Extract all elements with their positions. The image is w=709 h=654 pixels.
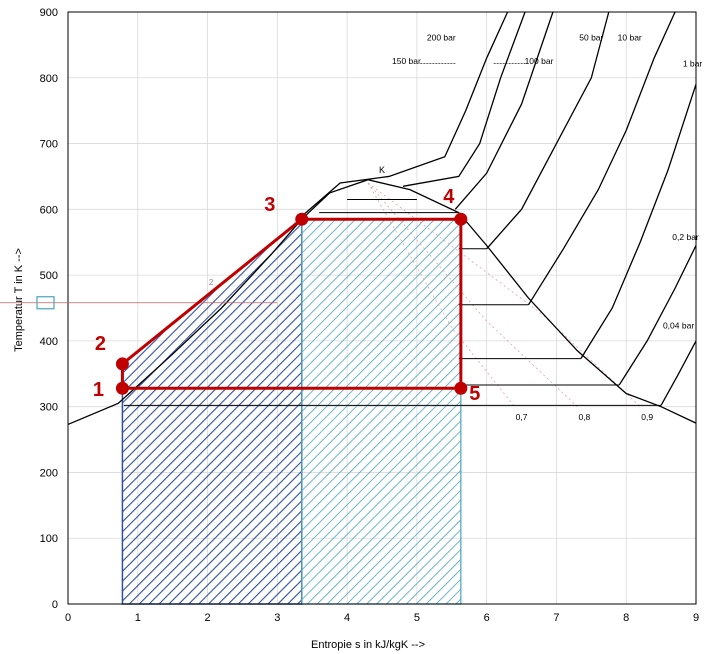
quality-label: 0,8 <box>578 412 590 422</box>
cycle: 1 2 3 4 5 <box>93 186 481 405</box>
y-tick-label: 200 <box>40 467 58 479</box>
annotations: 200 bar 150 bar 100 bar 50 bar 10 bar 1 bar 0,… <box>0 32 702 422</box>
y-tick-label: 600 <box>40 204 58 216</box>
y-tick-label: 500 <box>40 270 58 282</box>
isobar-label: 1 bar <box>683 59 703 69</box>
quality-label: 0,7 <box>516 412 528 422</box>
curves <box>67 11 697 426</box>
x-tick-label: 9 <box>693 612 699 624</box>
critical-point-label: K <box>379 165 385 175</box>
y-tick-label: 0 <box>52 599 58 611</box>
hatch-region-evaporation <box>301 218 462 605</box>
x-tick-label: 6 <box>484 612 490 624</box>
y-tick-label: 900 <box>40 7 58 19</box>
y-tick-label: 800 <box>40 73 58 85</box>
isobar-line <box>486 11 610 250</box>
isobar-line <box>454 11 554 210</box>
isobar-label: 200 bar <box>427 32 456 42</box>
x-tick-label: 8 <box>623 612 629 624</box>
isobar-label: 0,04 bar <box>663 320 694 330</box>
hatch-region-liquid <box>121 217 303 605</box>
y-tick-label: 400 <box>40 336 58 348</box>
isobar-label: 50 bar <box>579 32 603 42</box>
isobar-line <box>580 84 697 359</box>
cycle-point-label: 3 <box>264 194 275 216</box>
reference-box <box>36 296 55 310</box>
y-axis-label: Temperatur T in K --> <box>13 248 25 352</box>
cycle-point <box>454 212 468 226</box>
cycle-point-label: 1 <box>93 379 104 401</box>
quality-label: 0,9 <box>641 412 653 422</box>
x-tick-label: 5 <box>414 612 420 624</box>
faint-label: 2 <box>209 278 214 287</box>
isobar-label: 10 bar <box>618 32 642 42</box>
hatch-areas <box>121 217 462 605</box>
cycle-point <box>115 381 129 395</box>
y-tick-label: 300 <box>40 402 58 414</box>
y-tick-label: 700 <box>40 139 58 151</box>
x-tick-label: 7 <box>553 612 559 624</box>
axes: Entropie s in kJ/kgK --> Temperatur T in… <box>13 7 699 651</box>
x-tick-label: 4 <box>344 612 350 624</box>
quality-curve <box>367 182 578 407</box>
cycle-point-label: 5 <box>469 383 480 405</box>
isobar-line <box>527 11 676 306</box>
cycle-point <box>115 357 129 371</box>
isobar-label: 100 bar <box>525 56 554 66</box>
x-tick-label: 0 <box>65 612 71 624</box>
x-tick-label: 1 <box>135 612 141 624</box>
x-axis-label: Entropie s in kJ/kgK --> <box>311 639 425 651</box>
cycle-point <box>454 381 468 395</box>
isobar-label: 0,2 bar <box>672 232 699 242</box>
y-tick-label: 100 <box>40 533 58 545</box>
isobar-label: 150 bar <box>392 56 421 66</box>
cycle-point <box>295 212 309 226</box>
isobar-line <box>297 11 509 220</box>
saturation-curve <box>67 179 697 426</box>
isobar-line <box>402 11 526 187</box>
isobar-line <box>618 245 697 386</box>
x-tick-label: 3 <box>274 612 280 624</box>
cycle-point-label: 4 <box>443 186 455 208</box>
isobar-line <box>660 340 697 406</box>
x-tick-label: 2 <box>204 612 210 624</box>
cycle-point-label: 2 <box>95 333 106 355</box>
quality-curve <box>367 182 515 407</box>
plot-frame <box>67 11 697 605</box>
